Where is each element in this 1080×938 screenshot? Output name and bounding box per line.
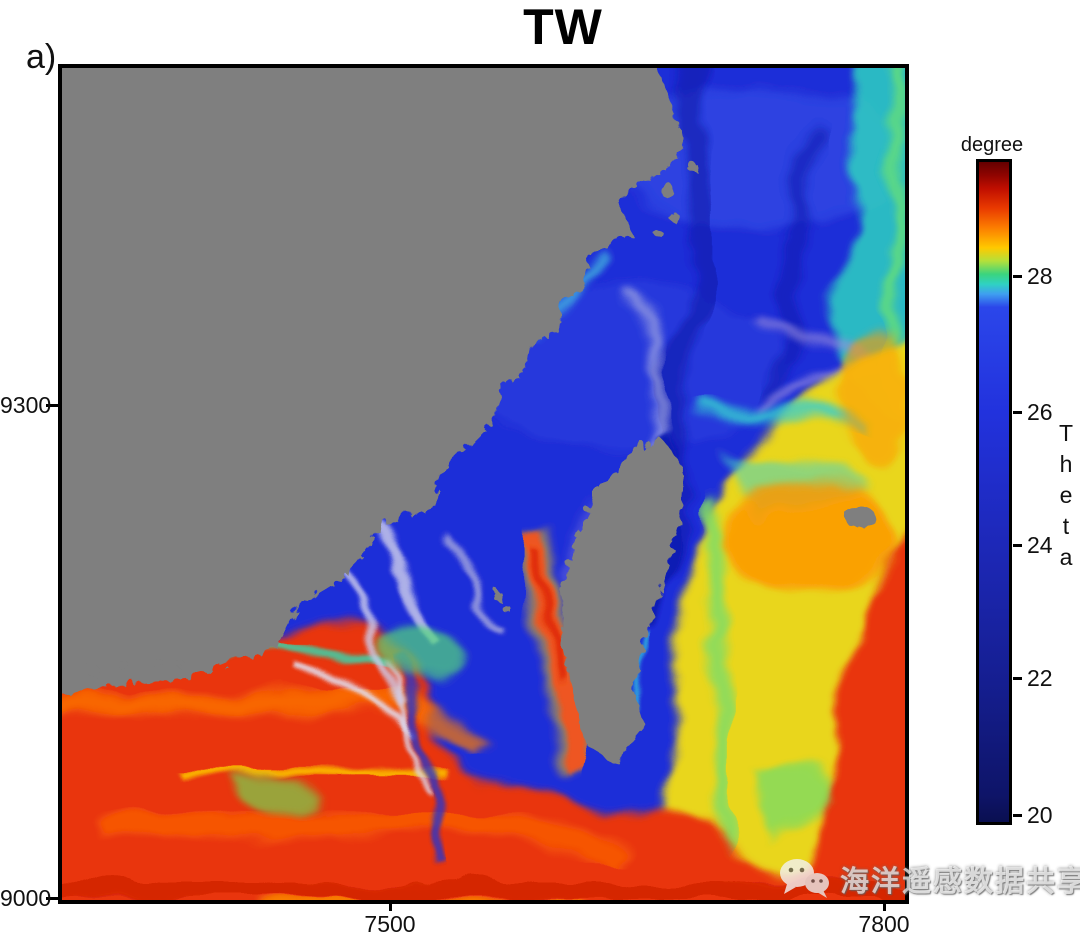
colorbar-label-26: 26 <box>1027 399 1053 425</box>
y-axis-tick-9300 <box>46 404 58 407</box>
y-axis-label-9000: 9000 <box>0 885 52 911</box>
colorbar-tick-20 <box>1013 814 1022 817</box>
wechat-icon <box>780 859 829 898</box>
watermark-text: 海洋遥感数据共享 <box>840 866 1080 898</box>
colorbar-label-24: 24 <box>1027 532 1053 558</box>
colorbar-unit-label: degree <box>960 134 1024 156</box>
colorbar-label-22: 22 <box>1027 665 1053 691</box>
colorbar-tick-24 <box>1013 544 1022 547</box>
figure-title: TW <box>523 0 603 55</box>
panel-label: a) <box>26 38 57 76</box>
x-axis-label-7800: 7800 <box>858 911 910 937</box>
small-islands <box>84 159 872 674</box>
y-axis-label-9300: 9300 <box>0 392 52 418</box>
colorbar <box>976 159 1012 825</box>
colorbar-tick-26 <box>1013 411 1022 414</box>
sst-heatmap <box>62 68 905 900</box>
y-axis-tick-9000 <box>46 897 58 900</box>
taiwan-island <box>558 434 681 762</box>
land-layer <box>62 68 872 762</box>
map-frame <box>58 64 909 904</box>
colorbar-tick-22 <box>1013 677 1022 680</box>
colorbar-axis-label: Theta <box>1053 420 1079 575</box>
x-axis-label-7500: 7500 <box>364 911 416 937</box>
x-axis-tick-7500 <box>389 902 392 911</box>
colorbar-tick-28 <box>1013 275 1022 278</box>
mainland-china-landmass <box>62 68 680 692</box>
colorbar-label-28: 28 <box>1027 263 1053 289</box>
colorbar-label-20: 20 <box>1027 802 1053 828</box>
watermark: 海洋遥感数据共享 <box>776 856 1080 902</box>
x-axis-tick-7800 <box>883 902 886 911</box>
